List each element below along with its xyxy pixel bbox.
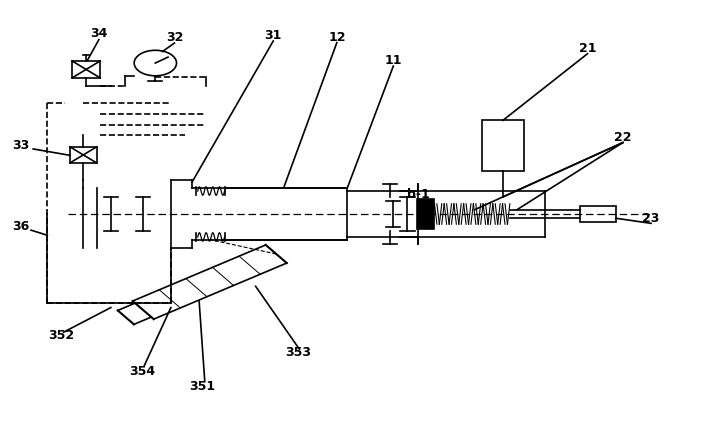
Text: 34: 34	[90, 27, 108, 40]
Text: 11: 11	[384, 54, 402, 68]
Text: 36: 36	[13, 220, 30, 233]
Bar	[70, 147, 96, 163]
Text: 353: 353	[285, 346, 311, 359]
Text: 21: 21	[579, 42, 596, 55]
Text: 12: 12	[328, 31, 345, 44]
Bar	[581, 206, 616, 222]
Text: 351: 351	[189, 380, 216, 393]
Text: 354: 354	[130, 365, 156, 378]
Text: 352: 352	[48, 329, 74, 342]
Text: 33: 33	[13, 140, 30, 152]
Bar	[417, 199, 435, 229]
Text: 22: 22	[614, 131, 632, 144]
Bar	[72, 61, 100, 78]
Text: 23: 23	[642, 212, 660, 225]
Bar	[481, 120, 524, 172]
Text: b-1: b-1	[407, 188, 430, 201]
Text: 31: 31	[264, 29, 282, 42]
Text: 32: 32	[166, 31, 183, 44]
